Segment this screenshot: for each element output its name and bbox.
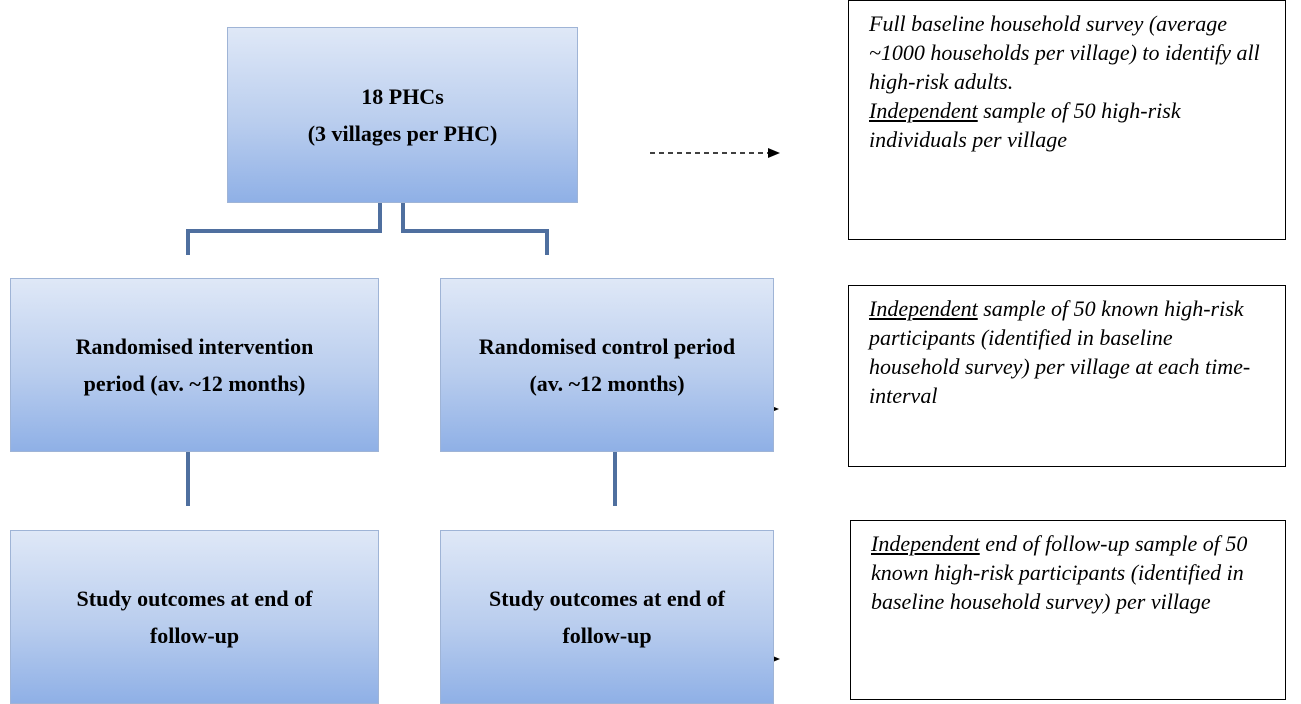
note-emphasis: Independent xyxy=(869,98,978,123)
box-label: (av. ~12 months) xyxy=(529,371,685,396)
note-box: Independent sample of 50 known high-risk… xyxy=(848,285,1286,467)
process-box: Randomised intervention period (av. ~12 m… xyxy=(10,278,379,452)
connector xyxy=(186,203,382,255)
box-label: follow-up xyxy=(149,623,240,648)
process-box: Study outcomes at end of follow-up xyxy=(10,530,379,704)
box-label: period (av. ~12 months) xyxy=(83,371,306,396)
note-box: Independent end of follow-up sample of 5… xyxy=(850,520,1286,700)
box-label: follow-up xyxy=(562,623,652,648)
process-box: Randomised control period (av. ~12 months… xyxy=(440,278,774,452)
note-emphasis: Independent xyxy=(869,296,978,321)
note-paragraph: Full baseline household survey (average … xyxy=(869,9,1267,96)
note-text: Full baseline household survey (average … xyxy=(869,11,1260,94)
arrow-head xyxy=(768,148,780,158)
box-label: Study outcomes at end of xyxy=(76,586,313,611)
note-emphasis: Independent xyxy=(871,531,980,556)
note-paragraph: Independent sample of 50 high-risk indiv… xyxy=(869,96,1267,154)
box-label: Randomised intervention xyxy=(75,334,314,359)
process-box: Study outcomes at end of follow-up xyxy=(440,530,774,704)
note-text: end of follow-up sample of 50 known high… xyxy=(871,531,1248,614)
box-label: Study outcomes at end of xyxy=(489,586,725,611)
note-text: sample of 50 known high-risk participant… xyxy=(869,296,1251,408)
box-label: (3 villages per PHC) xyxy=(307,121,498,146)
box-label: 18 PHCs xyxy=(361,84,444,109)
note-paragraph: Independent end of follow-up sample of 5… xyxy=(871,529,1267,616)
note-text: sample of 50 high-risk individuals per v… xyxy=(869,98,1181,152)
box-label: Randomised control period xyxy=(478,334,736,359)
process-box: 18 PHCs (3 villages per PHC) xyxy=(227,27,578,203)
note-paragraph: Independent sample of 50 known high-risk… xyxy=(869,294,1267,410)
note-box: Full baseline household survey (average … xyxy=(848,0,1286,240)
connector xyxy=(401,203,549,255)
